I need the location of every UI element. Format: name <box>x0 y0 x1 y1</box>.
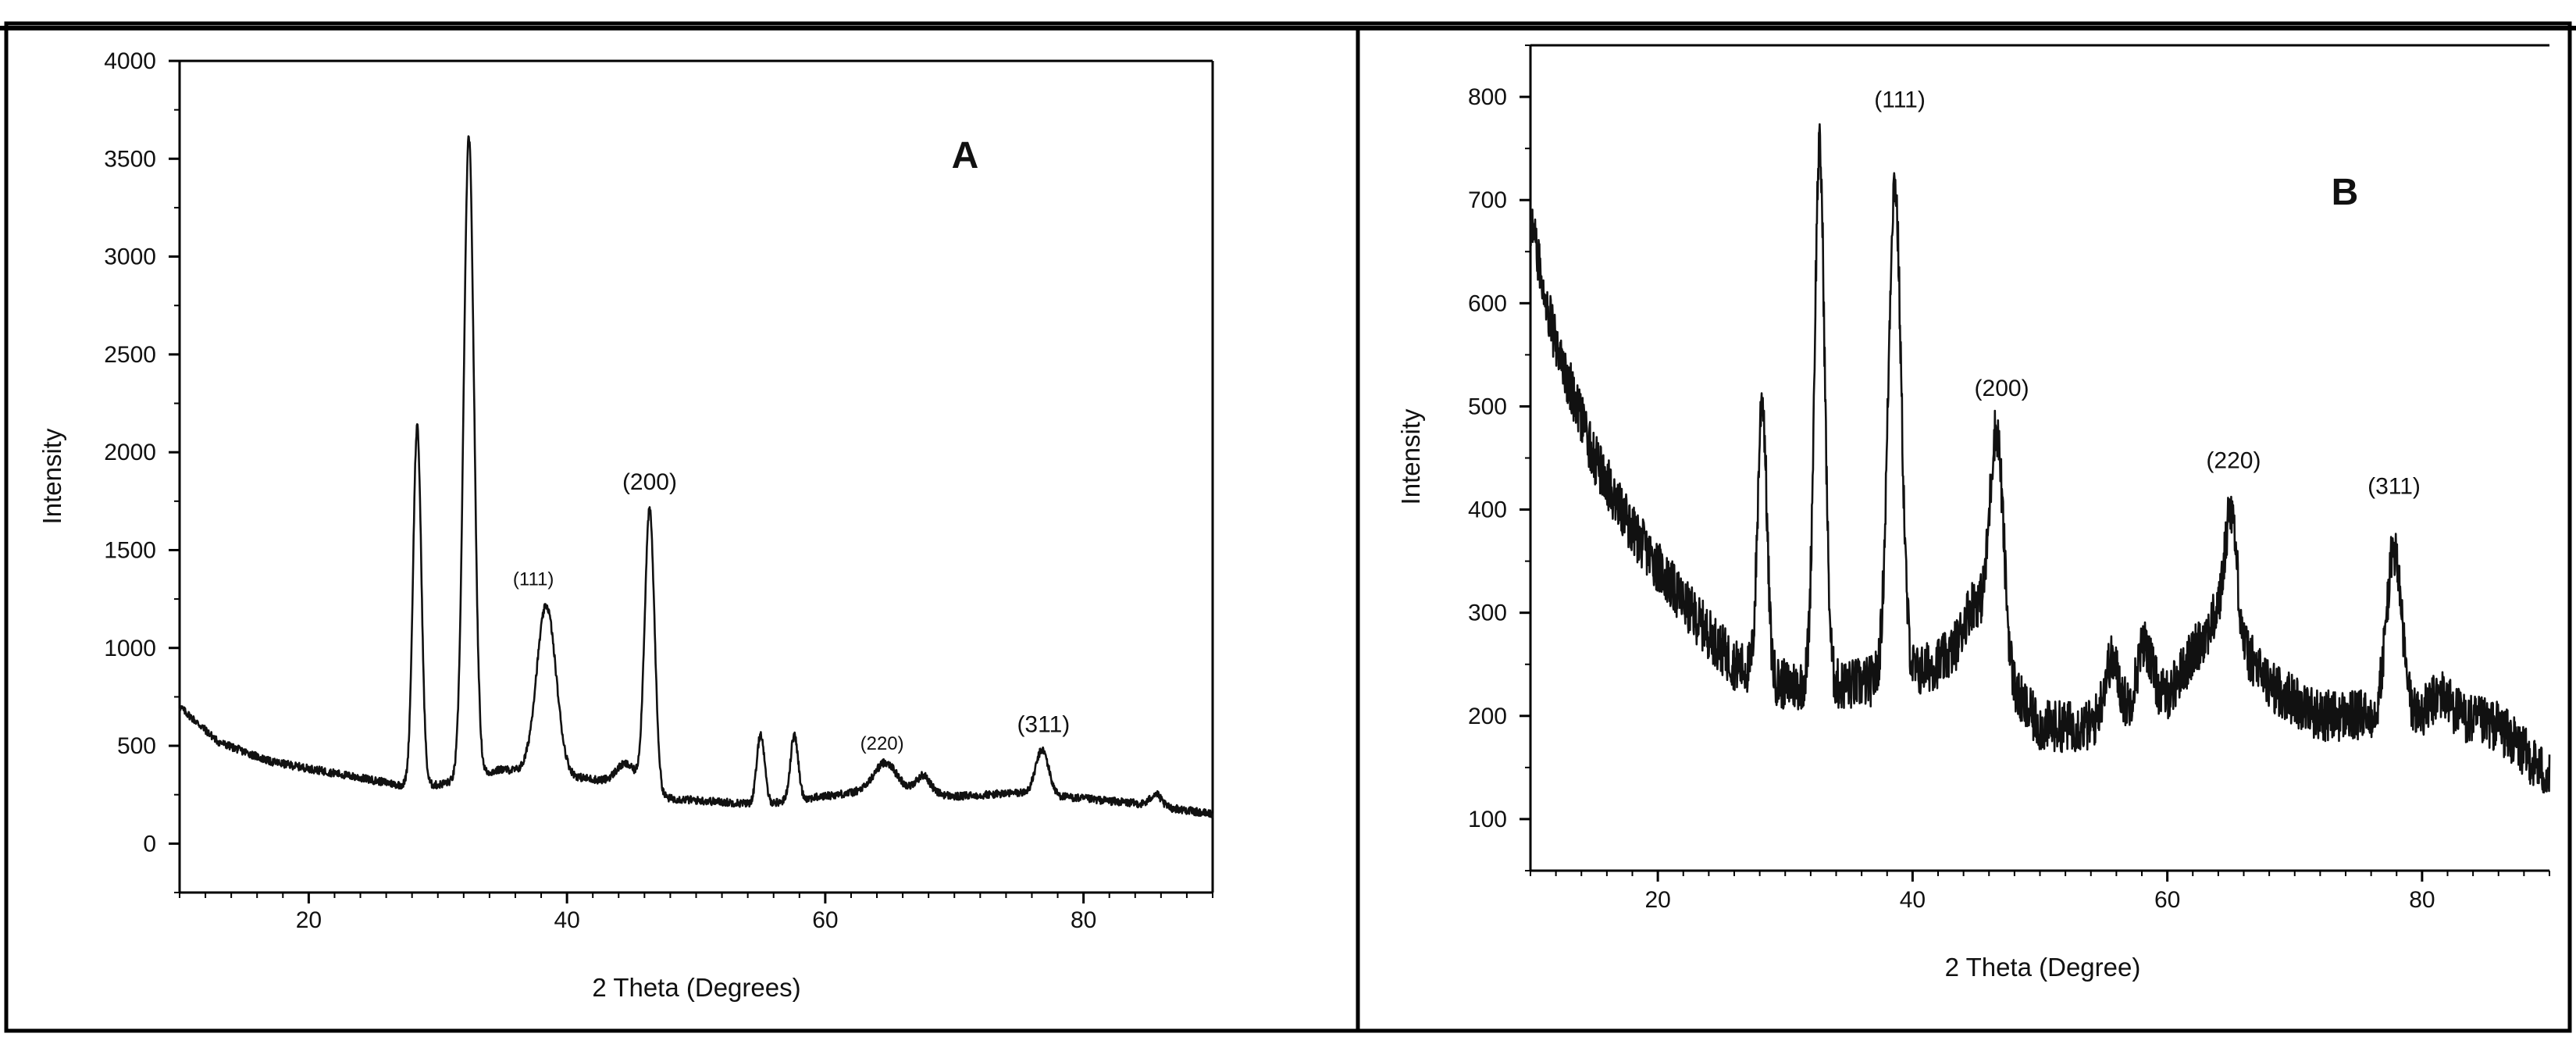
xrd-pattern-line <box>178 135 1214 818</box>
series-group <box>178 135 1214 818</box>
peak-annotations: (111) (200) (220) (311) <box>513 469 1070 754</box>
peak-index-label: (311) <box>1017 712 1070 738</box>
x-tick-label: 40 <box>554 907 579 933</box>
x-axis-title: 2 Theta (Degrees) <box>592 973 800 1002</box>
x-tick-labels: 20 40 60 80 <box>296 907 1097 933</box>
y-tick-label: 200 <box>1468 704 1507 729</box>
panel-label: A <box>952 135 979 176</box>
x-tick-label: 60 <box>812 907 838 933</box>
peak-index-label: (200) <box>1975 376 2029 401</box>
y-tick-label: 500 <box>1468 394 1507 419</box>
y-tick-label: 100 <box>1468 807 1507 832</box>
y-tick-label: 800 <box>1468 84 1507 110</box>
peak-index-label: (311) <box>2368 474 2421 500</box>
peak-index-label: (111) <box>1874 87 1926 112</box>
y-tick-label: 0 <box>143 831 156 857</box>
peak-annotations: (111) (200) (220) (311) <box>1874 87 2421 499</box>
x-tick-label: 40 <box>1900 887 1926 913</box>
xrd-pattern-line <box>1529 123 2551 794</box>
axis-ticks <box>169 59 1213 903</box>
x-tick-label: 20 <box>296 907 322 933</box>
x-tick-label: 80 <box>1071 907 1096 933</box>
y-tick-label: 400 <box>1468 497 1507 523</box>
x-tick-labels: 20 40 60 80 <box>1644 887 2435 913</box>
y-tick-label: 1000 <box>104 636 156 661</box>
series-group <box>1529 123 2551 794</box>
x-tick-label: 60 <box>2154 887 2180 913</box>
y-tick-label: 4000 <box>104 48 156 74</box>
outer-border <box>4 21 2572 1033</box>
y-tick-label: 700 <box>1468 187 1507 213</box>
y-tick-labels: 100 200 300 400 500 600 700 800 <box>1468 84 1507 832</box>
y-tick-label: 2000 <box>104 440 156 465</box>
y-tick-label: 500 <box>117 733 156 759</box>
peak-index-label: (111) <box>513 569 554 590</box>
panel-label: B <box>2332 172 2359 213</box>
y-tick-label: 600 <box>1468 290 1507 316</box>
y-axis-title: Intensity <box>37 428 66 524</box>
peak-index-label: (220) <box>2206 448 2261 474</box>
x-tick-label: 80 <box>2409 887 2435 913</box>
axis-ticks <box>1520 45 2550 882</box>
y-tick-label: 3500 <box>104 146 156 172</box>
chart-panel-a: 20 40 60 80 0 500 1000 1500 2000 2500 3000 3500 400… <box>37 48 1214 1002</box>
x-tick-label: 20 <box>1644 887 1670 913</box>
x-axis-title: 2 Theta (Degree) <box>1945 953 2141 982</box>
y-tick-label: 300 <box>1468 600 1507 626</box>
y-tick-label: 1500 <box>104 537 156 563</box>
peak-index-label: (200) <box>622 469 677 495</box>
y-tick-label: 3000 <box>104 244 156 270</box>
y-tick-labels: 0 500 1000 1500 2000 2500 3000 3500 4000 <box>104 48 156 857</box>
y-axis-title: Intensity <box>1396 408 1425 504</box>
y-tick-label: 2500 <box>104 342 156 368</box>
peak-index-label: (220) <box>860 733 904 754</box>
